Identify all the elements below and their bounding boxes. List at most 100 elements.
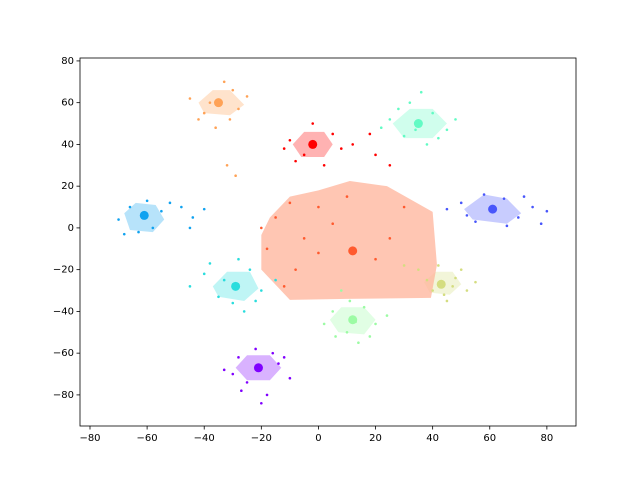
point (237, 356, 240, 359)
point (260, 226, 263, 230)
point (454, 276, 457, 280)
point (437, 264, 440, 267)
x-tick-label: 60 (483, 433, 496, 444)
point (374, 257, 377, 261)
point (331, 310, 335, 313)
point (362, 305, 366, 309)
point (388, 237, 392, 240)
point (228, 118, 232, 121)
point (334, 335, 337, 338)
point (254, 347, 257, 351)
point (128, 205, 132, 209)
point (465, 214, 469, 217)
point (348, 299, 352, 303)
point (331, 222, 335, 226)
point (214, 126, 217, 130)
point (222, 278, 226, 282)
y-tick-label: 60 (61, 98, 74, 109)
point (137, 230, 140, 234)
point (459, 268, 463, 271)
x-tick-label: −40 (194, 433, 215, 444)
point (374, 322, 377, 326)
point (202, 272, 206, 276)
point (231, 88, 235, 92)
point (414, 128, 417, 132)
point (208, 262, 212, 265)
point (431, 289, 434, 292)
x-tick-label: −60 (137, 433, 158, 444)
point (271, 351, 275, 355)
x-tick-label: 80 (541, 433, 554, 444)
x-tick-label: 20 (369, 433, 382, 444)
point (282, 356, 286, 359)
point (431, 111, 434, 115)
point (408, 101, 412, 104)
point (277, 362, 280, 365)
point (402, 264, 406, 267)
x-tick-label: −80 (79, 433, 100, 444)
point (208, 101, 212, 104)
point (260, 401, 263, 405)
point (379, 126, 383, 130)
point (294, 159, 297, 163)
point (145, 199, 149, 203)
point (274, 216, 277, 219)
point (240, 389, 243, 393)
point (265, 393, 269, 397)
point (459, 201, 463, 205)
point (465, 289, 469, 292)
point (265, 247, 269, 251)
point (282, 147, 286, 150)
point (168, 201, 172, 205)
point (517, 216, 520, 219)
cluster-center (253, 363, 263, 373)
point (445, 299, 449, 303)
point (311, 122, 315, 125)
point (282, 285, 286, 288)
point (217, 295, 220, 299)
point (345, 330, 349, 334)
point (445, 207, 449, 211)
point (425, 143, 429, 146)
cluster-center (413, 119, 423, 129)
point (231, 301, 235, 305)
point (388, 118, 392, 121)
point (388, 163, 392, 167)
point (288, 201, 292, 205)
point (317, 251, 320, 255)
cluster-center (213, 98, 223, 108)
point (231, 372, 235, 376)
point (188, 226, 192, 230)
point (339, 289, 343, 292)
point (245, 95, 249, 98)
point (248, 268, 252, 271)
point (474, 220, 477, 223)
cluster-center (348, 315, 358, 325)
cluster-center (436, 279, 446, 289)
point (442, 293, 446, 297)
point (191, 216, 195, 219)
point (151, 226, 155, 230)
point (117, 218, 120, 221)
point (122, 232, 126, 236)
point (539, 222, 543, 226)
point (160, 209, 163, 213)
point (254, 299, 257, 303)
point (202, 111, 206, 115)
point (302, 153, 306, 157)
y-tick-label: −60 (53, 348, 74, 359)
point (197, 118, 200, 121)
point (368, 132, 372, 136)
point (474, 280, 477, 284)
point (531, 205, 534, 209)
point (385, 314, 389, 317)
point (454, 118, 457, 121)
point (402, 205, 406, 209)
point (437, 136, 440, 140)
point (288, 376, 292, 380)
cluster-center (488, 204, 498, 214)
point (368, 335, 372, 338)
point (345, 195, 349, 198)
y-tick-label: 20 (61, 181, 74, 192)
